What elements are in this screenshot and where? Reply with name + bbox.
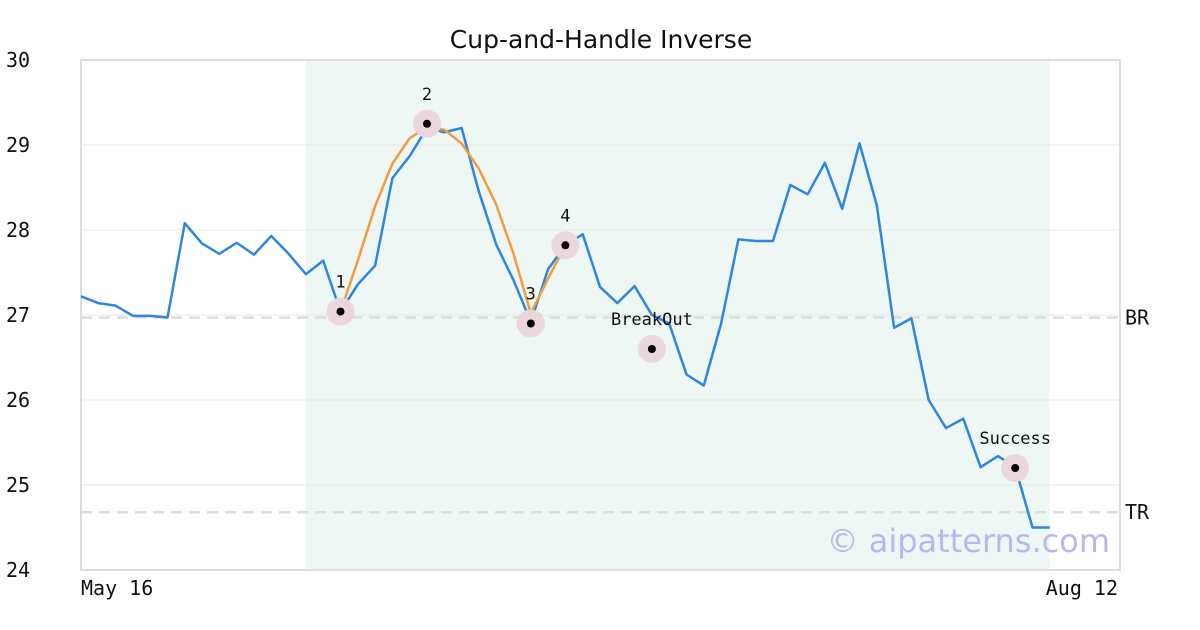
y-tick-label: 27 — [6, 303, 30, 327]
x-tick-label: Aug 12 — [1046, 576, 1118, 600]
chart-title: Cup-and-Handle Inverse — [450, 25, 752, 54]
y-tick-label: 28 — [6, 218, 30, 242]
y-tick-label: 29 — [6, 133, 30, 157]
y-tick-label: 30 — [6, 48, 30, 72]
watermark: © aipatterns.com — [827, 522, 1110, 560]
pattern-markers: 1 2 3 4 BreakOut Success — [326, 85, 1051, 482]
marker-label: 2 — [422, 85, 432, 105]
y-tick-label: 24 — [6, 558, 30, 582]
pattern-fit-line — [339, 125, 567, 315]
marker-label: BreakOut — [611, 310, 693, 330]
marker-label: 1 — [335, 273, 345, 293]
marker-label: 4 — [560, 206, 570, 226]
marker-dot — [647, 345, 656, 353]
marker-dot — [336, 307, 345, 316]
plot-frame — [80, 59, 1121, 571]
marker-dot — [1011, 464, 1020, 472]
marker-label: Success — [979, 429, 1051, 449]
y-tick-label: 25 — [6, 473, 30, 497]
reference-lines: BR TR — [81, 306, 1150, 524]
reference-line-label: BR — [1125, 306, 1150, 330]
x-tick-label: May 16 — [81, 576, 153, 600]
marker-dot — [561, 241, 570, 250]
y-tick-label: 26 — [6, 388, 30, 412]
marker-dot — [526, 319, 535, 328]
x-axis-ticks: May 16 Aug 12 — [81, 576, 1118, 600]
y-axis-ticks: 24 25 26 27 28 29 30 — [6, 48, 30, 582]
marker-dot — [423, 119, 431, 128]
reference-line-label: TR — [1125, 500, 1150, 524]
marker-label: 3 — [526, 285, 536, 305]
